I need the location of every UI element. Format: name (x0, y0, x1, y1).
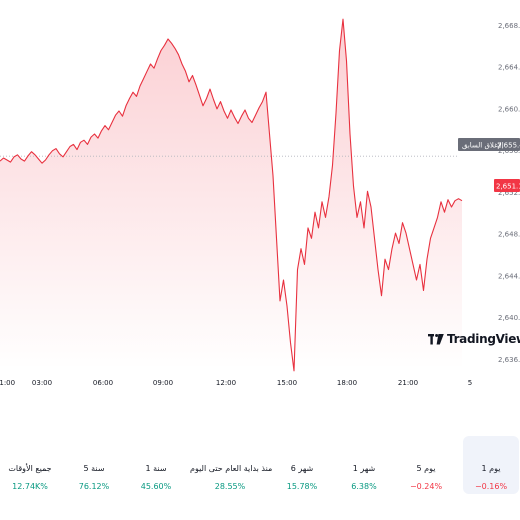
time-axis-label: 18:00 (337, 379, 357, 387)
period-label: 1 يوم (481, 464, 501, 473)
period-label: 5 يوم (416, 464, 436, 473)
period-change: −0.16% (474, 482, 508, 491)
period-3[interactable]: 6 شهر 15.78% (274, 436, 330, 494)
price-axis-label: 2,668.00 (498, 22, 520, 30)
previous-close-badge: الإغلاق السابق 2,655.47 (458, 138, 520, 151)
time-axis-label: 15:00 (277, 379, 297, 387)
price-line (0, 18, 463, 372)
time-axis-label: 06:00 (93, 379, 113, 387)
price-axis-label: 2,640.00 (498, 314, 520, 322)
period-change: 28.55% (214, 482, 246, 491)
time-axis: 01:00 03:00 06:00 09:00 12:00 15:00 18:00 21:00… (0, 379, 472, 387)
period-6[interactable]: 5 سنة 76.12% (66, 436, 122, 494)
tradingview-logo-icon (428, 333, 444, 344)
period-1[interactable]: 5 يوم −0.24% (398, 436, 454, 494)
chart-canvas[interactable]: 2,668.00 2,664.00 2,660.00 2,656.00 2,652.00… (0, 0, 520, 400)
current-price-value: 2,651.16 (496, 183, 520, 191)
tradingview-wordmark: TradingView (447, 332, 520, 346)
price-area-fill (0, 19, 462, 371)
time-axis-label: 5 (468, 379, 472, 387)
time-axis-label: 12:00 (216, 379, 236, 387)
time-axis-label: 21:00 (398, 379, 418, 387)
current-price-badge: 2,651.16 (494, 179, 520, 192)
period-change: 6.38% (351, 482, 377, 491)
price-axis-label: 2,652.00 (498, 189, 520, 197)
period-0[interactable]: 1 يوم −0.16% (463, 436, 519, 494)
previous-close-value: 2,655.47 (497, 142, 520, 150)
period-label: جميع الأوقات (8, 464, 52, 473)
previous-close-label: الإغلاق السابق (462, 142, 504, 150)
price-chart[interactable]: 2,668.00 2,664.00 2,660.00 2,656.00 2,652.00… (0, 0, 520, 400)
period-label: 1 سنة (145, 464, 167, 473)
time-axis-label: 03:00 (32, 379, 52, 387)
period-label: 1 شهر (352, 464, 376, 473)
performance-periods: 1 يوم −0.16% 5 يوم −0.24% 1 شهر 6.38% 6 شهر 15.… (0, 436, 520, 496)
period-change: 45.60% (140, 482, 172, 491)
period-label: 5 سنة (83, 464, 105, 473)
tradingview-watermark[interactable]: TradingView (428, 332, 520, 346)
period-change: 76.12% (78, 482, 110, 491)
price-axis-label: 2,660.00 (498, 105, 520, 113)
period-change: 12.74K% (12, 482, 48, 491)
price-axis-label: 2,656.00 (498, 147, 520, 155)
price-axis-label: 2,636.00 (498, 356, 520, 364)
period-2[interactable]: 1 شهر 6.38% (336, 436, 392, 494)
time-axis-label: 09:00 (153, 379, 173, 387)
period-7[interactable]: جميع الأوقات 12.74K% (2, 436, 58, 494)
time-axis-label: 01:00 (0, 379, 15, 387)
period-label: منذ بداية العام حتى اليوم (190, 464, 273, 473)
period-label: 6 شهر (290, 464, 314, 473)
price-axis-label: 2,664.00 (498, 64, 520, 72)
price-axis-label: 2,648.00 (498, 231, 520, 239)
period-5[interactable]: 1 سنة 45.60% (128, 436, 184, 494)
period-4[interactable]: منذ بداية العام حتى اليوم 28.55% (190, 436, 273, 494)
price-axis: 2,668.00 2,664.00 2,660.00 2,656.00 2,652.00… (498, 22, 520, 364)
period-change: −0.24% (409, 482, 443, 491)
price-axis-label: 2,644.00 (498, 272, 520, 280)
period-change: 15.78% (286, 482, 318, 491)
